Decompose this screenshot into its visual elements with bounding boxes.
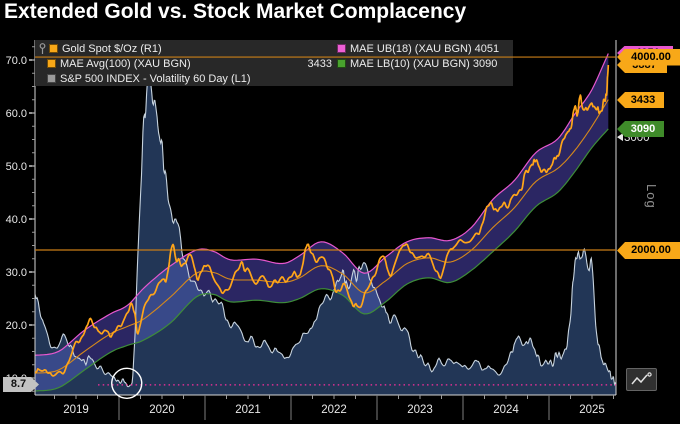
left-axis-tick-label: 50.0 xyxy=(6,161,27,173)
volatility-swatch-icon xyxy=(47,74,56,83)
legend-item-mae-avg[interactable]: MAE Avg(100) (XAU BGN) 3433 xyxy=(38,56,338,71)
chart-tool-button[interactable] xyxy=(626,368,657,391)
x-axis-year-label: 2020 xyxy=(149,404,175,416)
legend-label: S&P 500 INDEX - Volatility 60 Day (L1) xyxy=(60,72,251,85)
left-axis-tick-label: 40.0 xyxy=(6,214,27,226)
legend-label: Gold Spot $/Oz (R1) xyxy=(62,42,162,55)
mae-avg-last-badge: 3433 xyxy=(617,92,664,108)
left-axis-tick-label: 70.0 xyxy=(6,55,27,67)
x-axis-year-label: 2024 xyxy=(493,404,519,416)
hline-2000-badge[interactable]: 2000.00 xyxy=(617,242,680,259)
log-scale-label: Log xyxy=(644,184,659,209)
volatility-last-badge: 8.7 xyxy=(3,377,39,392)
x-axis-year-label: 2019 xyxy=(63,404,89,416)
x-axis-year-label: 2023 xyxy=(407,404,433,416)
x-axis-year-label: 2025 xyxy=(579,404,605,416)
left-axis-tick-label: 20.0 xyxy=(6,320,27,332)
hline-4000-badge[interactable]: 4000.00 xyxy=(617,48,680,66)
mae-avg-swatch-icon xyxy=(47,59,56,68)
legend-label: MAE LB(10) (XAU BGN) 3090 xyxy=(350,57,498,70)
pushpin-icon xyxy=(39,42,46,54)
legend-label: MAE UB(18) (XAU BGN) 4051 xyxy=(350,42,500,55)
legend-item-mae-ub[interactable]: MAE UB(18) (XAU BGN) 4051 xyxy=(337,41,499,56)
left-axis-tick-label: 30.0 xyxy=(6,267,27,279)
x-axis-year-label: 2022 xyxy=(321,404,347,416)
mae-avg-value: 3433 xyxy=(307,57,332,70)
legend-item-gold-spot[interactable]: Gold Spot $/Oz (R1) xyxy=(38,41,162,56)
mae-lb-swatch-icon xyxy=(337,59,346,68)
mae-lb-last-badge: 3090 xyxy=(617,121,664,137)
chart-legend: Gold Spot $/Oz (R1) MAE Avg(100) (XAU BG… xyxy=(35,40,513,86)
line-chart-icon xyxy=(631,372,652,385)
page-title: Extended Gold vs. Stock Market Complacen… xyxy=(4,0,467,23)
gold-spot-swatch-icon xyxy=(49,44,58,53)
legend-item-spx-volatility[interactable]: S&P 500 INDEX - Volatility 60 Day (L1) xyxy=(38,71,251,86)
legend-label: MAE Avg(100) (XAU BGN) xyxy=(60,57,191,70)
left-axis-tick-label: 60.0 xyxy=(6,108,27,120)
mae-ub-swatch-icon xyxy=(337,44,346,53)
legend-item-mae-lb[interactable]: MAE LB(10) (XAU BGN) 3090 xyxy=(337,56,497,71)
x-axis-year-label: 2021 xyxy=(235,404,261,416)
